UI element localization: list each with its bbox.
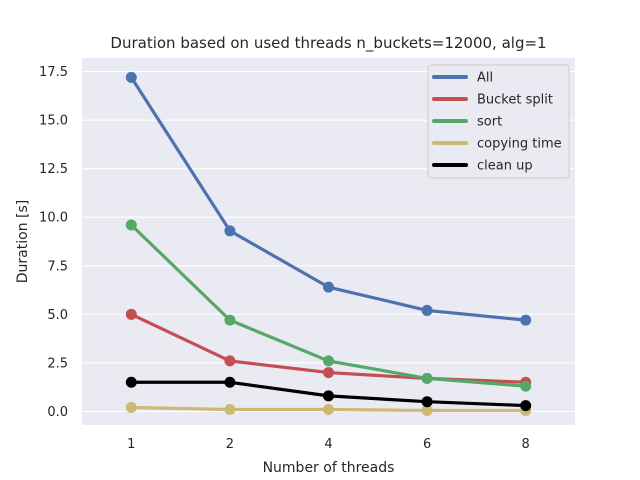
y-tick-label: 17.5	[39, 65, 68, 80]
legend-item: clean up	[432, 159, 533, 174]
y-tick-label: 10.0	[39, 211, 68, 226]
data-point	[323, 355, 334, 367]
x-axis-label: Number of threads	[263, 460, 395, 476]
data-point	[520, 380, 532, 392]
legend-item: Bucket split	[432, 93, 553, 108]
data-point	[125, 402, 137, 414]
data-point	[224, 355, 236, 367]
legend-item: copying time	[432, 137, 562, 152]
data-point	[224, 225, 236, 237]
x-tick-label: 2	[226, 437, 234, 452]
tick-labels: 0.0 2.5 5.0 7.5 10.0 12.5 15.0 17.5 1 2 4 6 8	[39, 65, 530, 452]
legend: All Bucket split sort copying time clean up	[427, 64, 570, 179]
y-tick-label: 15.0	[39, 114, 68, 129]
series-layer	[125, 71, 532, 416]
legend-label: copying time	[477, 137, 562, 152]
data-point	[323, 367, 334, 379]
y-tick-label: 7.5	[47, 259, 68, 274]
data-point	[323, 403, 334, 415]
legend-item: All	[432, 71, 493, 86]
legend-label: sort	[477, 115, 502, 130]
data-point	[224, 376, 236, 388]
legend-label: All	[477, 71, 493, 86]
chart-title: Duration based on used threads n_buckets…	[110, 34, 546, 53]
data-point	[421, 396, 433, 408]
series-sort	[125, 219, 532, 392]
data-point	[421, 372, 433, 384]
data-point	[323, 390, 334, 402]
x-tick-label: 6	[423, 437, 431, 452]
x-tick-label: 4	[324, 437, 332, 452]
data-point	[125, 376, 137, 388]
legend-label: Bucket split	[477, 93, 553, 108]
data-point	[323, 281, 334, 293]
series-all	[125, 71, 532, 326]
y-tick-label: 0.0	[47, 405, 68, 420]
y-tick-label: 5.0	[47, 308, 68, 323]
data-point	[125, 308, 137, 320]
data-point	[125, 71, 137, 83]
legend-box	[427, 64, 570, 179]
data-point	[520, 400, 532, 412]
data-point	[224, 403, 236, 415]
y-axis-label: Duration [s]	[15, 200, 31, 283]
data-point	[520, 314, 532, 326]
data-point	[224, 314, 236, 326]
data-point	[421, 304, 433, 316]
x-tick-label: 8	[522, 437, 530, 452]
legend-label: clean up	[477, 159, 533, 174]
data-point	[125, 219, 137, 231]
y-tick-label: 12.5	[39, 162, 68, 177]
legend-item: sort	[432, 115, 502, 130]
series-clean-up	[125, 376, 532, 412]
x-tick-label: 1	[127, 437, 135, 452]
data-point	[421, 404, 433, 416]
y-tick-label: 2.5	[47, 356, 68, 371]
